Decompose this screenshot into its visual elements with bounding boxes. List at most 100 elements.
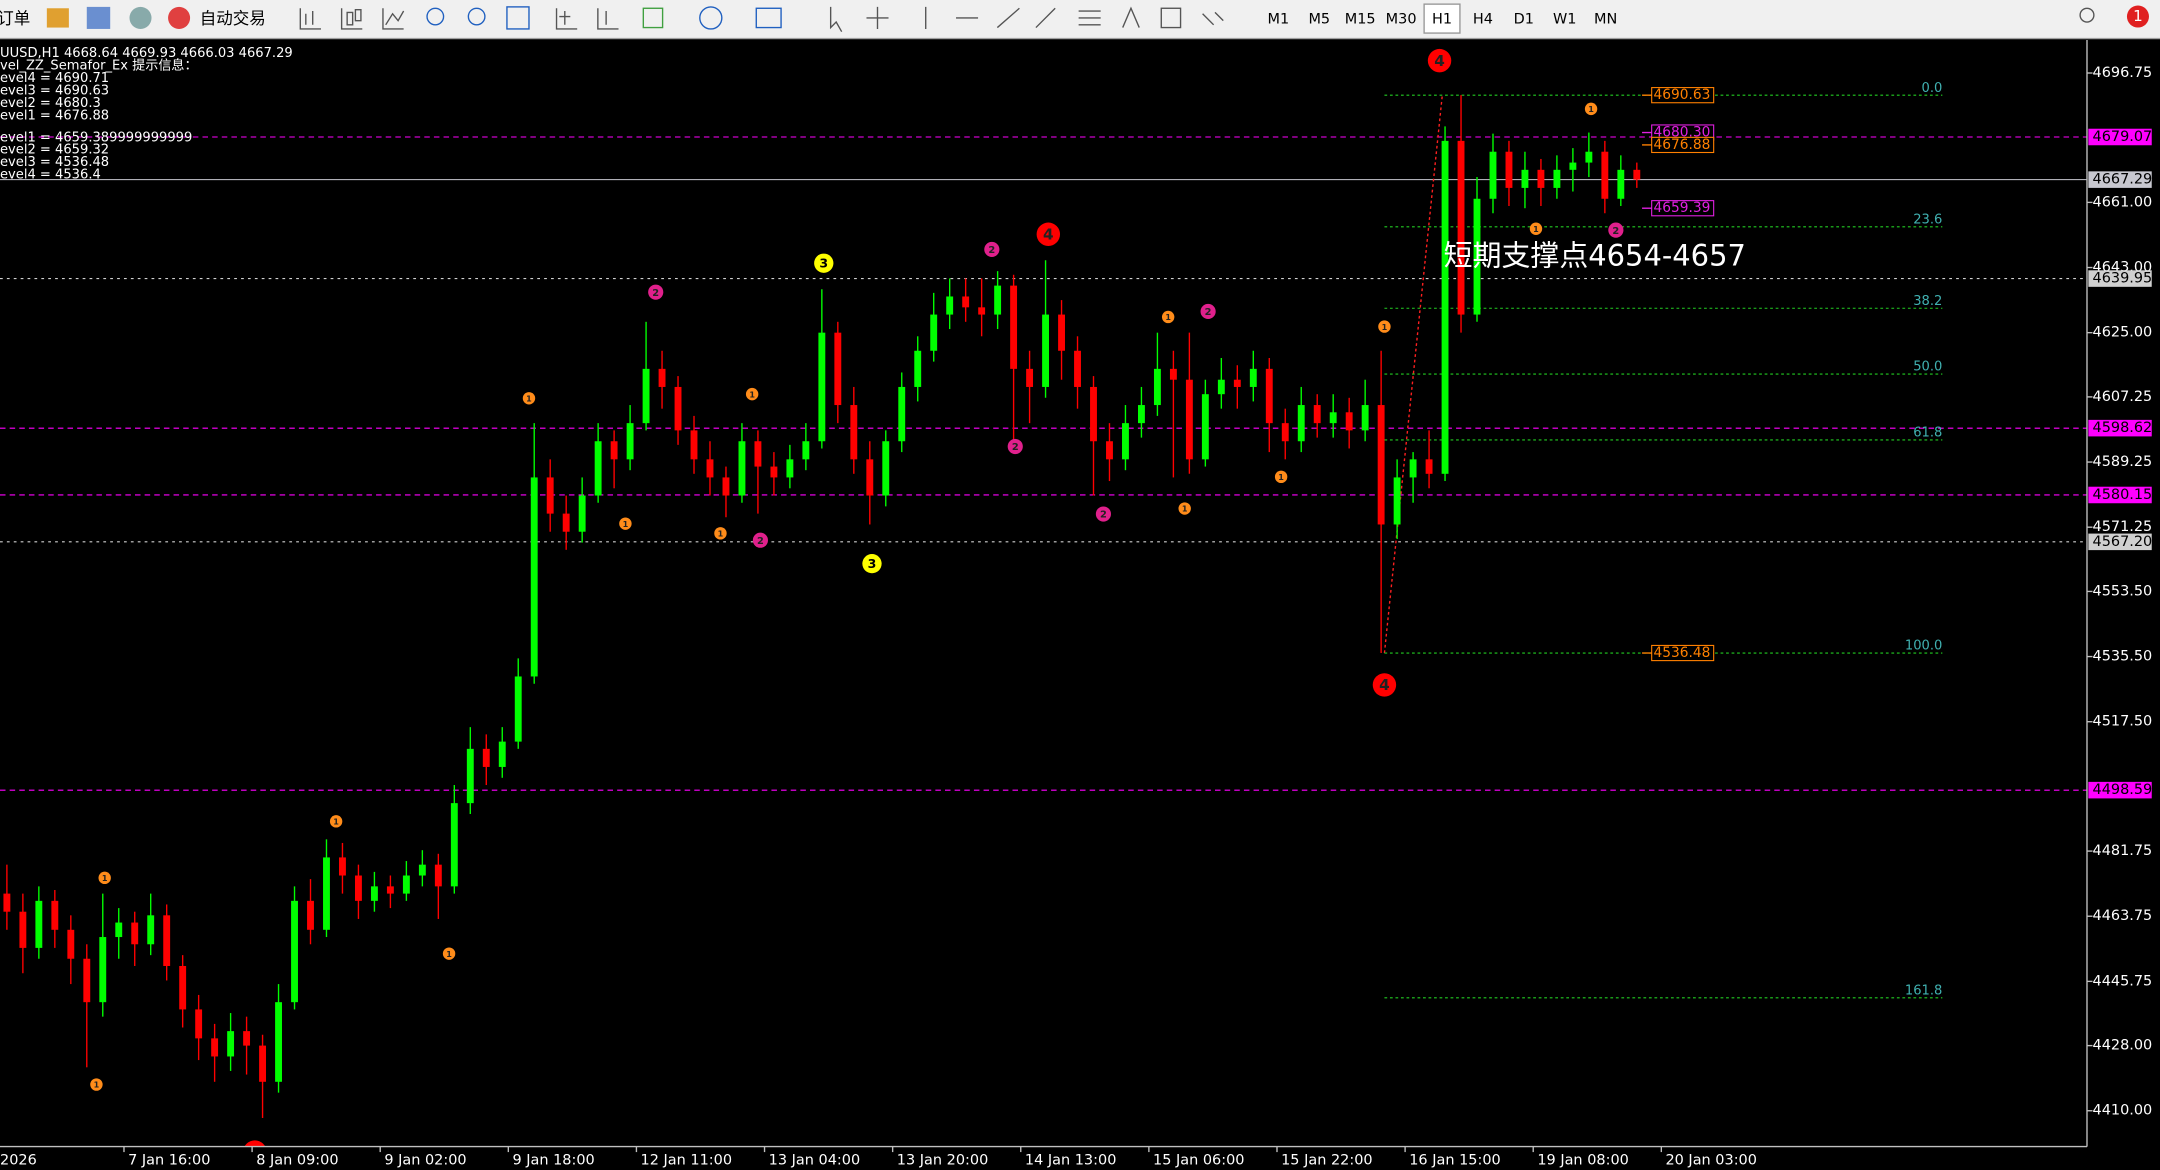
candle-body bbox=[1137, 405, 1145, 424]
semafor-label: 1 bbox=[1182, 505, 1188, 514]
semafor-marker bbox=[1200, 303, 1216, 320]
semafor-marker bbox=[1007, 438, 1023, 455]
candle-body bbox=[1345, 412, 1353, 431]
notification-badge[interactable] bbox=[2126, 5, 2149, 28]
candle-body bbox=[914, 350, 922, 387]
icon[interactable] bbox=[340, 8, 363, 30]
candle-body bbox=[930, 314, 938, 351]
icon[interactable] bbox=[299, 8, 321, 30]
x-tick-label: 8 Jan 09:00 bbox=[256, 1152, 338, 1168]
candle-body bbox=[1329, 412, 1337, 424]
autotrade-button[interactable]: 自动交易 bbox=[200, 9, 266, 28]
x-tick-label: 9 Jan 02:00 bbox=[384, 1152, 466, 1168]
icon[interactable] bbox=[642, 7, 664, 29]
semafor-label: 1 bbox=[526, 394, 532, 403]
timeframe-button[interactable]: M1 bbox=[1268, 11, 1290, 27]
search-icon[interactable] bbox=[2079, 7, 2095, 23]
timeframe-button[interactable]: M5 bbox=[1308, 11, 1330, 27]
icon[interactable] bbox=[426, 7, 445, 26]
icon[interactable] bbox=[46, 8, 69, 28]
candle-body bbox=[1361, 405, 1369, 431]
info-line: vel_ZZ_Semafor_Ex 提示信息： bbox=[0, 57, 198, 74]
candle-body bbox=[978, 307, 986, 315]
candle-body bbox=[1122, 423, 1129, 460]
icon[interactable] bbox=[1122, 6, 1140, 28]
icon[interactable] bbox=[829, 6, 843, 33]
info-line: evel1 = 4659.389999999999 bbox=[0, 130, 192, 145]
info-line: evel4 = 4690.71 bbox=[0, 71, 109, 86]
y-tick-label: 4553.50 bbox=[2093, 583, 2153, 599]
fib-box bbox=[1651, 644, 1715, 662]
y-tick-label: 4696.75 bbox=[2093, 65, 2153, 81]
icon[interactable] bbox=[506, 6, 530, 30]
icon[interactable] bbox=[866, 6, 889, 29]
candle-body bbox=[1521, 169, 1529, 188]
candle-body bbox=[323, 857, 330, 930]
semafor-label: 2 bbox=[988, 245, 995, 256]
semafor-marker bbox=[752, 532, 768, 548]
y-tick-label: 4625.00 bbox=[2093, 325, 2153, 341]
icon[interactable] bbox=[168, 6, 191, 29]
semafor-label: 1 bbox=[102, 874, 108, 883]
candle-body bbox=[466, 748, 474, 804]
timeframe-active bbox=[1423, 3, 1461, 34]
timeframe-button[interactable]: H1 bbox=[1432, 11, 1452, 27]
orders-button[interactable]: 订单 bbox=[0, 9, 30, 28]
timeframe-button[interactable]: D1 bbox=[1514, 11, 1534, 27]
icon[interactable] bbox=[1160, 7, 1182, 29]
fib-box-label: 4536.48 bbox=[1654, 645, 1711, 661]
candle-body bbox=[1058, 314, 1065, 351]
info-line: evel2 = 4659.32 bbox=[0, 143, 109, 158]
candle-body bbox=[594, 441, 602, 496]
candle-body bbox=[994, 285, 1002, 315]
icon[interactable] bbox=[755, 7, 782, 29]
icon[interactable] bbox=[382, 8, 405, 30]
candle-body bbox=[514, 676, 522, 742]
fib-level-label: 100.0 bbox=[1905, 639, 1942, 654]
timeframe-button[interactable]: W1 bbox=[1553, 11, 1576, 27]
candle-body bbox=[1569, 162, 1577, 170]
fib-level-label: 50.0 bbox=[1913, 360, 1942, 375]
timeframe-button[interactable]: H4 bbox=[1473, 11, 1493, 27]
semafor-marker bbox=[98, 871, 111, 885]
candle-body bbox=[1633, 169, 1641, 180]
semafor-label: 1 bbox=[749, 390, 755, 399]
x-tick-label: 15 Jan 06:00 bbox=[1153, 1152, 1244, 1168]
semafor-marker bbox=[1095, 506, 1111, 522]
candle-body bbox=[131, 922, 139, 945]
timeframe-button[interactable]: MN bbox=[1594, 11, 1617, 27]
semafor-marker bbox=[90, 1078, 103, 1091]
icon[interactable] bbox=[555, 8, 578, 30]
icon[interactable] bbox=[467, 7, 486, 26]
candle-body bbox=[962, 296, 970, 308]
x-tick-label: 12 Jan 11:00 bbox=[641, 1152, 732, 1168]
candle-body bbox=[1553, 169, 1561, 188]
icon[interactable] bbox=[925, 6, 1101, 29]
candle-body bbox=[1409, 459, 1417, 478]
candle-body bbox=[275, 1002, 282, 1082]
candle-body bbox=[339, 857, 346, 876]
semafor-marker bbox=[1178, 502, 1191, 515]
candle-body bbox=[1153, 368, 1161, 406]
candle-body bbox=[482, 748, 490, 767]
axes: 4696.754661.004643.004625.004607.254589.… bbox=[0, 65, 2152, 1168]
candle-body bbox=[786, 459, 794, 478]
candle-body bbox=[898, 386, 906, 442]
info-line: evel3 = 4690.63 bbox=[0, 83, 109, 98]
candle-body bbox=[642, 368, 650, 424]
fib-box bbox=[1651, 136, 1715, 154]
toolbar-bg bbox=[0, 0, 2160, 39]
fib-level-label: 0.0 bbox=[1922, 81, 1943, 96]
timeframe-button[interactable]: M30 bbox=[1386, 11, 1417, 27]
icon[interactable] bbox=[1202, 11, 1224, 26]
candle-body bbox=[1169, 368, 1177, 380]
timeframe-button[interactable]: M15 bbox=[1345, 11, 1376, 27]
icon[interactable] bbox=[129, 6, 152, 29]
annotation: 短期支撑点4654-4657 bbox=[1444, 239, 1746, 273]
icon[interactable] bbox=[86, 6, 111, 29]
icon[interactable] bbox=[699, 6, 723, 30]
candle-body bbox=[1393, 477, 1401, 525]
icon[interactable] bbox=[597, 8, 619, 30]
candle-body bbox=[1026, 368, 1034, 387]
candle-body bbox=[1010, 285, 1018, 369]
